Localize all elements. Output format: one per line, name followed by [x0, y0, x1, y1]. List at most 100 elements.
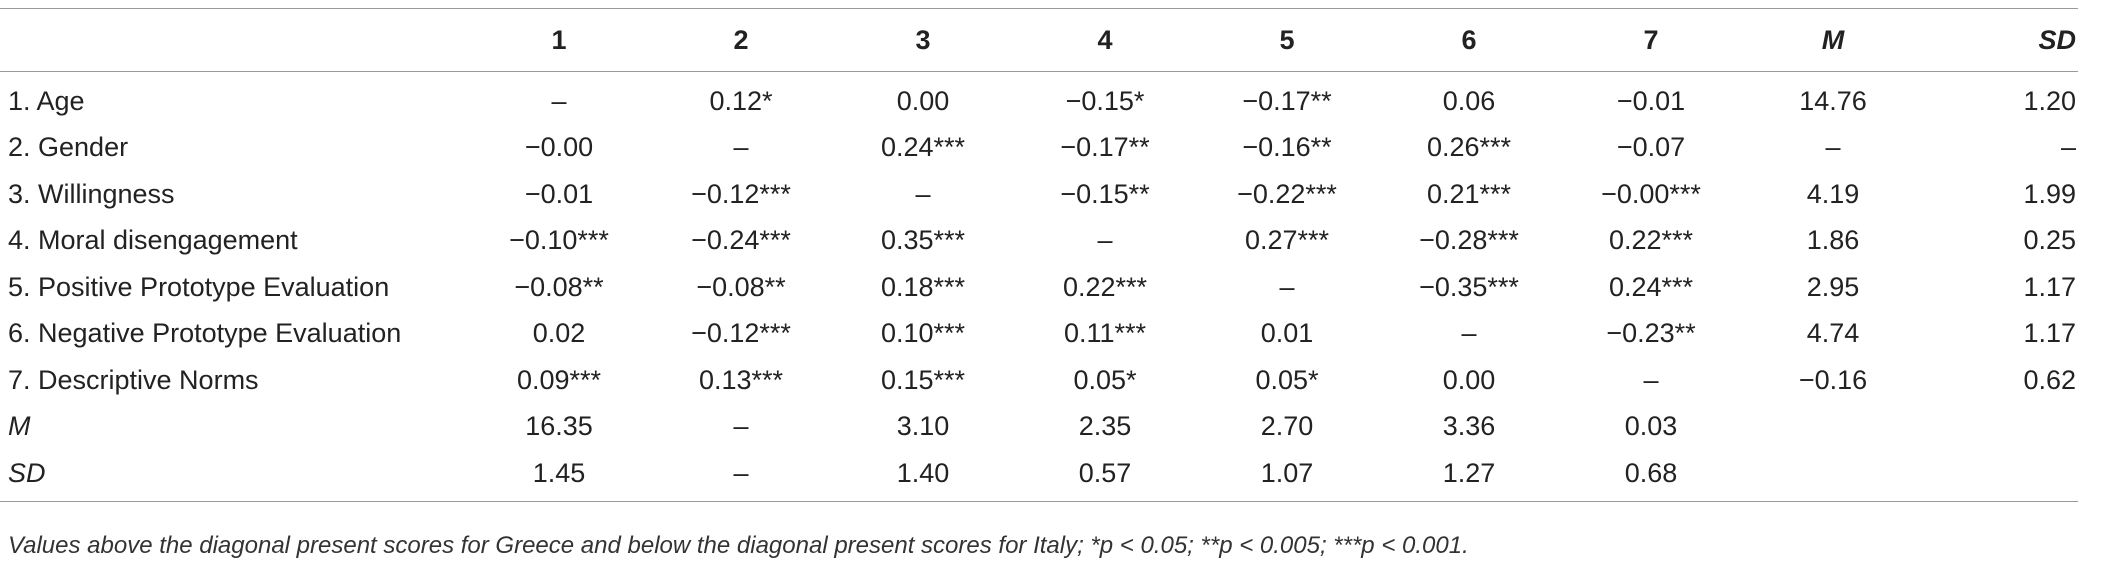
table-cell: 14.76 — [1799, 85, 1867, 116]
table-cell: 0.10*** — [880, 318, 966, 349]
table-cell: 0.06 — [1442, 85, 1496, 116]
row-label: 6. Negative Prototype Evaluation — [8, 318, 402, 349]
table-cell: 0.01 — [1260, 318, 1314, 349]
table-cell: −0.15* — [1065, 85, 1145, 116]
table-cell — [1742, 404, 1924, 451]
table-cell: 0.24*** — [880, 132, 966, 163]
table-cell: −0.12*** — [691, 178, 791, 209]
table-cell: 0.05* — [1255, 364, 1319, 395]
table-cell: −0.16** — [1242, 132, 1332, 163]
table-cell: 0.21*** — [1426, 178, 1512, 209]
header-cell-mean: M — [1821, 24, 1845, 55]
table-cell: −0.12*** — [691, 318, 791, 349]
table-row: 1. Age – 0.12* 0.00 −0.15* −0.17** 0.06 −0.01 14… — [0, 72, 2078, 125]
table-cell: 0.22*** — [1608, 225, 1694, 256]
table-cell: 1.17 — [2023, 318, 2076, 349]
table-cell: −0.01 — [524, 178, 594, 209]
table-row: 2. Gender −0.00 – 0.24*** −0.17** −0.16** 0.26… — [0, 125, 2078, 172]
table-cell: 1.86 — [1806, 225, 1860, 256]
table-cell: 2.95 — [1806, 271, 1860, 302]
table-cell: – — [1097, 225, 1113, 256]
row-label: SD — [8, 457, 46, 488]
table-cell: 0.15*** — [880, 364, 966, 395]
table-row: SD 1.45 – 1.40 0.57 1.07 1.27 0.68 — [0, 450, 2078, 501]
table-cell: 0.57 — [1078, 457, 1132, 488]
table-cell: 0.11*** — [1063, 318, 1147, 349]
table-row: 4. Moral disengagement −0.10*** −0.24*** 0.… — [0, 218, 2078, 265]
table-row: M 16.35 – 3.10 2.35 2.70 3.36 0.03 — [0, 404, 2078, 451]
table-cell: 0.00 — [896, 85, 950, 116]
header-cell-3: 3 — [915, 24, 931, 55]
table-cell: −0.15** — [1060, 178, 1150, 209]
correlation-table: 1 2 3 4 5 6 7 M SD 1. Age – 0.12* 0.00 −0.15… — [0, 8, 2078, 502]
table-cell: 0.26*** — [1426, 132, 1512, 163]
row-label: 3. Willingness — [8, 178, 175, 209]
table-cell — [1742, 450, 1924, 501]
header-cell-4: 4 — [1097, 24, 1113, 55]
table-cell: – — [1825, 132, 1841, 163]
table-footnote: Values above the diagonal present scores… — [8, 532, 1469, 559]
table-cell: 2.35 — [1078, 411, 1132, 442]
table-cell: – — [915, 178, 931, 209]
table-cell: 0.12* — [709, 85, 773, 116]
row-label: M — [8, 411, 31, 442]
row-label: 5. Positive Prototype Evaluation — [8, 271, 390, 302]
table-cell: −0.00*** — [1601, 178, 1701, 209]
table-cell: – — [733, 132, 749, 163]
table-cell: −0.17** — [1060, 132, 1150, 163]
table-cell: 0.27*** — [1244, 225, 1330, 256]
table-cell: – — [551, 85, 567, 116]
table-cell: – — [2060, 132, 2076, 163]
table-cell: 3.36 — [1442, 411, 1496, 442]
table-cell: −0.08** — [696, 271, 786, 302]
table-cell: −0.00 — [524, 132, 594, 163]
header-cell-6: 6 — [1461, 24, 1477, 55]
table-cell — [1924, 404, 2078, 451]
table-cell: 0.09*** — [516, 364, 602, 395]
table-cell: 0.05* — [1073, 364, 1137, 395]
table-row: 7. Descriptive Norms 0.09*** 0.13*** 0.15**… — [0, 357, 2078, 404]
table-row: 3. Willingness −0.01 −0.12*** – −0.15** −0.22… — [0, 171, 2078, 218]
table-cell: 16.35 — [525, 411, 593, 442]
table-cell: 3.10 — [896, 411, 950, 442]
table-cell: 0.02 — [532, 318, 586, 349]
table-cell — [1924, 450, 2078, 501]
table-cell: 1.99 — [2023, 178, 2076, 209]
table-cell: −0.01 — [1616, 85, 1686, 116]
table-cell: −0.23** — [1606, 318, 1696, 349]
header-cell-7: 7 — [1643, 24, 1659, 55]
table-row: 5. Positive Prototype Evaluation −0.08** −… — [0, 264, 2078, 311]
table-cell: 0.68 — [1624, 457, 1678, 488]
header-cell-5: 5 — [1279, 24, 1295, 55]
table-cell: 1.07 — [1260, 457, 1314, 488]
table-cell: – — [1279, 271, 1295, 302]
table-row: 6. Negative Prototype Evaluation 0.02 −0.1… — [0, 311, 2078, 358]
header-cell-2: 2 — [733, 24, 749, 55]
header-cell-blank — [0, 9, 468, 72]
table-body: 1. Age – 0.12* 0.00 −0.15* −0.17** 0.06 −0.01 14… — [0, 72, 2078, 501]
header-cell-sd: SD — [2038, 24, 2076, 55]
row-label: 1. Age — [8, 85, 85, 116]
row-label: 4. Moral disengagement — [8, 225, 298, 256]
table-cell: – — [733, 411, 749, 442]
table-cell: 0.22*** — [1062, 271, 1148, 302]
table-cell: – — [733, 457, 749, 488]
table-cell: 4.19 — [1806, 178, 1860, 209]
row-label: 2. Gender — [8, 132, 129, 163]
table-cell: 1.27 — [1442, 457, 1496, 488]
table-cell: 0.00 — [1442, 364, 1496, 395]
table-cell: – — [1461, 318, 1477, 349]
table-cell: 2.70 — [1260, 411, 1314, 442]
table-cell: 0.03 — [1624, 411, 1678, 442]
table-header-row: 1 2 3 4 5 6 7 M SD — [0, 8, 2078, 72]
table-cell: −0.10*** — [509, 225, 609, 256]
table-cell: 1.45 — [532, 457, 586, 488]
row-label: 7. Descriptive Norms — [8, 364, 259, 395]
table-cell: 4.74 — [1806, 318, 1860, 349]
table-cell: −0.07 — [1616, 132, 1686, 163]
table-cell: 1.17 — [2023, 271, 2076, 302]
table-cell: 0.13*** — [698, 364, 784, 395]
table-cell: 0.18*** — [880, 271, 966, 302]
table-cell: −0.08** — [514, 271, 604, 302]
